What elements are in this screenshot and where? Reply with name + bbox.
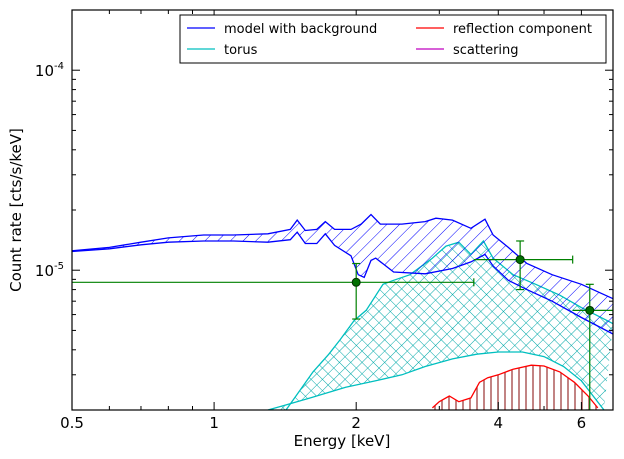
- y-tick-label-1: 10-4: [35, 61, 64, 80]
- legend: model with background torus reflection c…: [179, 14, 607, 64]
- x-axis-label: Energy [keV]: [294, 432, 391, 450]
- legend-label-model: model with background: [224, 22, 377, 37]
- plot-content: [72, 213, 613, 410]
- data-point-0: [351, 277, 361, 287]
- band-lower-torus: [267, 351, 605, 410]
- band-upper-reflection: [431, 364, 599, 409]
- data-point-2: [585, 305, 595, 315]
- legend-label-reflection: reflection component: [453, 22, 592, 37]
- x-tick-label-1: 1: [209, 414, 219, 432]
- band-fill-model: [72, 214, 613, 334]
- band-upper-model: [72, 213, 613, 300]
- x-tick-label-4: 6: [577, 414, 587, 432]
- data-point-1: [515, 255, 525, 265]
- legend-frame: [179, 14, 607, 64]
- band-fill-reflection: [432, 365, 598, 410]
- legend-label-scattering: scattering: [453, 43, 519, 58]
- axis-ticks: 0.5 1 2 4 6 10-5 10-4: [35, 9, 613, 432]
- legend-label-torus: torus: [224, 43, 258, 58]
- x-tick-label-2: 2: [351, 414, 361, 432]
- x-tick-label-3: 4: [494, 414, 504, 432]
- y-axis-label: Count rate [cts/s/keV]: [7, 128, 25, 292]
- x-tick-label-0: 0.5: [60, 414, 84, 432]
- y-tick-label-0: 10-5: [35, 261, 64, 280]
- band-lower-model: [72, 231, 613, 335]
